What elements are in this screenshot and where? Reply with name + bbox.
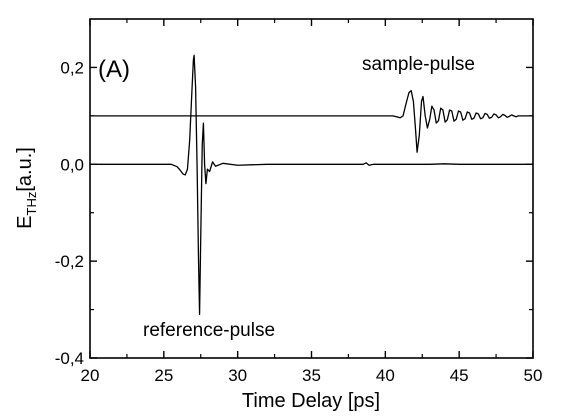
y-axis-title-main: E — [14, 215, 36, 228]
x-tick-label: 25 — [154, 366, 173, 385]
y-axis-title: ETHz[a.u.] — [14, 147, 39, 229]
y-axis-ticks: -0,4 -0,2 0,0 0,2 — [55, 58, 533, 368]
y-axis-title-unit: [a.u.] — [14, 147, 36, 191]
x-tick-label: 45 — [450, 366, 469, 385]
x-axis-ticks: 20 25 30 35 40 45 50 — [81, 19, 543, 385]
x-axis-title: Time Delay [ps] — [242, 390, 380, 412]
x-tick-label: 30 — [228, 366, 247, 385]
y-tick-label: 0,2 — [60, 58, 84, 77]
panel-label: (A) — [98, 56, 130, 83]
x-tick-label: 50 — [524, 366, 543, 385]
y-axis-title-sub: THz — [24, 192, 39, 216]
reference-pulse-annotation: reference-pulse — [143, 320, 275, 341]
x-tick-label: 35 — [302, 366, 321, 385]
y-tick-label: -0,4 — [55, 349, 84, 368]
sample-pulse-annotation: sample-pulse — [362, 54, 475, 75]
x-tick-label: 40 — [376, 366, 395, 385]
series-line-1 — [90, 54, 533, 316]
y-tick-label: -0,2 — [55, 252, 84, 271]
x-tick-label: 20 — [81, 366, 100, 385]
y-tick-label: 0,0 — [60, 155, 84, 174]
series-lines — [90, 54, 533, 316]
series-line-2 — [90, 90, 533, 153]
